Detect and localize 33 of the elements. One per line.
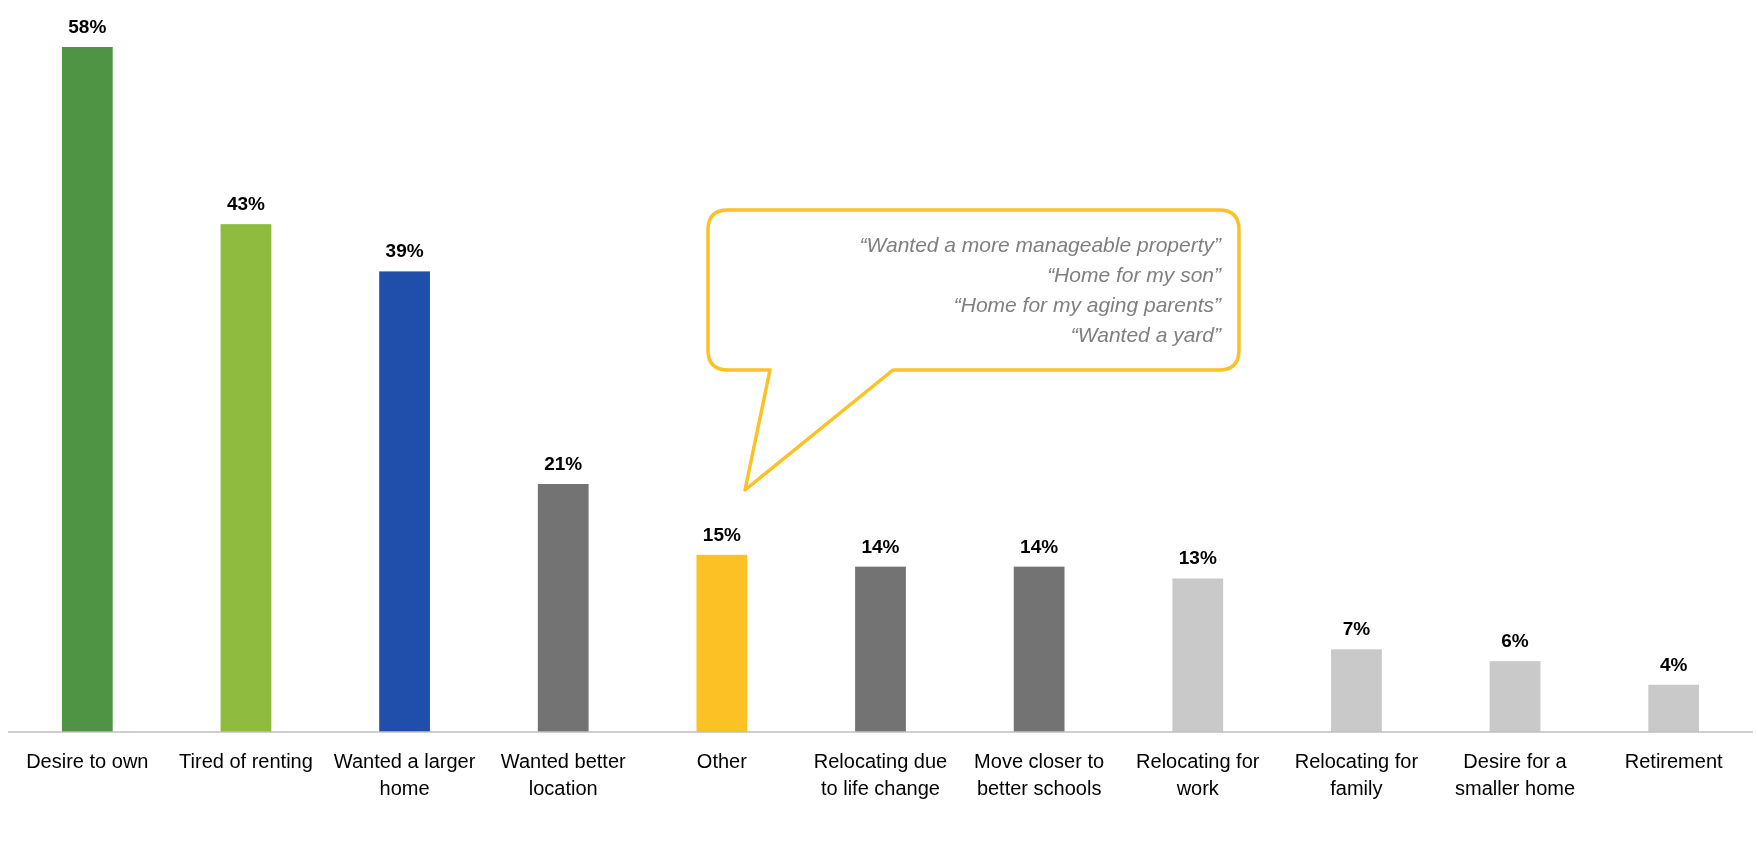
bar <box>696 554 748 732</box>
x-tick-label: Tired of renting <box>179 750 313 772</box>
annotation: “Wanted a more manageable property” <box>859 233 1222 256</box>
data-label: 7% <box>1342 618 1371 640</box>
bar <box>220 224 272 732</box>
x-tick-label: Move closer to better schools <box>974 750 1105 799</box>
annotation: “Home for my son” <box>1047 263 1222 286</box>
annotation: “Wanted a yard” <box>1070 323 1222 346</box>
bar <box>61 47 113 732</box>
data-label: 43% <box>226 193 266 215</box>
x-tick-label: Wanted better location <box>500 750 626 799</box>
data-label: 14% <box>1020 535 1059 557</box>
data-label: 14% <box>861 535 900 557</box>
bar <box>1013 566 1065 732</box>
bar <box>537 483 589 732</box>
annotation: “Home for my aging parents” <box>953 293 1222 316</box>
x-tick-label: Relocating for family <box>1294 750 1419 799</box>
x-tick-label: Desire to own <box>26 750 149 772</box>
data-label: 6% <box>1501 630 1529 652</box>
x-tick-label: Retirement <box>1624 750 1724 772</box>
x-tick-label: Relocating due to life change <box>813 750 948 799</box>
bar <box>855 566 906 732</box>
x-tick-label: Wanted a larger home <box>333 750 476 799</box>
bar <box>379 271 430 732</box>
data-label: 13% <box>1178 547 1217 569</box>
x-tick-label: Relocating for work <box>1136 750 1260 799</box>
data-label: 21% <box>544 452 583 474</box>
data-label: 4% <box>1659 653 1688 675</box>
data-label: 58% <box>68 16 107 37</box>
x-tick-label: Desire for a smaller home <box>1455 750 1576 799</box>
data-label: 15% <box>702 523 741 545</box>
x-tick-label: Other <box>696 750 748 772</box>
data-label: 39% <box>385 240 424 262</box>
